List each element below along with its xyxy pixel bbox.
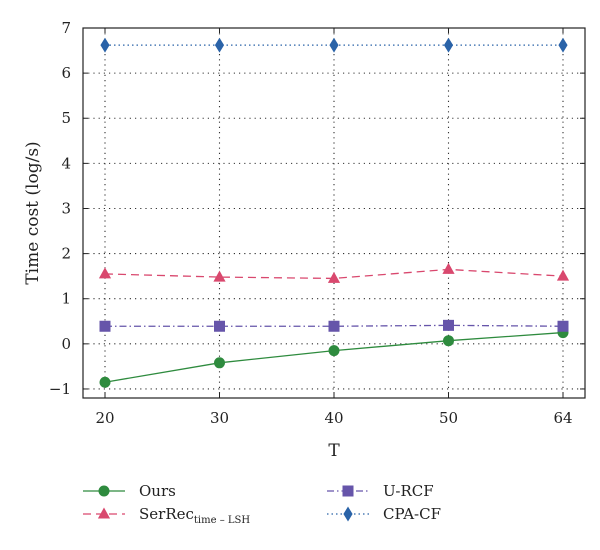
series-serrec: [98, 262, 570, 283]
data-point: [442, 262, 455, 274]
legend-marker: [343, 506, 353, 522]
data-point: [558, 37, 568, 53]
y-tick-label: −1: [49, 380, 71, 398]
data-point: [556, 269, 570, 281]
grid: [83, 27, 585, 398]
y-tick-label: 0: [61, 335, 71, 353]
legend-item: U-RCF: [327, 482, 434, 500]
data-point: [99, 376, 111, 388]
data-point: [328, 345, 340, 357]
x-tick-label: 64: [553, 409, 572, 427]
data-point: [443, 37, 454, 53]
legend-label: Ours: [139, 482, 176, 500]
data-point: [328, 320, 340, 332]
data-point: [214, 357, 225, 369]
legend-item: CPA-CF: [327, 505, 441, 523]
data-point: [99, 320, 111, 332]
legend-label: U-RCF: [383, 482, 434, 500]
x-tick-label: 50: [439, 409, 458, 427]
series-cpa-cf: [100, 37, 568, 53]
x-tick-label: 20: [95, 409, 114, 427]
y-tick-label: 2: [61, 245, 71, 263]
y-tick-label: 3: [61, 199, 71, 217]
y-tick-label: 1: [61, 290, 71, 308]
data-point: [98, 267, 112, 279]
legend-marker: [97, 507, 111, 519]
legend-item: SerRectime – LSH: [83, 505, 250, 526]
x-axis-label: T: [328, 441, 340, 461]
legend-marker: [342, 485, 354, 497]
data-point: [214, 37, 225, 53]
y-tick-label: 4: [61, 154, 71, 172]
legend: Ours SerRectime – LSH U-RCF CPA-CF: [83, 482, 441, 526]
plot-frame: [82, 27, 586, 399]
x-tick-label: 30: [210, 409, 229, 427]
series-line: [104, 268, 564, 280]
data-point: [213, 270, 226, 282]
series-group: [98, 37, 570, 388]
data-point: [443, 319, 454, 331]
data-point: [327, 271, 341, 283]
data-point: [214, 320, 225, 332]
series-ours: [99, 327, 569, 388]
y-axis-label: Time cost (log/s): [23, 141, 43, 284]
legend-marker: [98, 485, 110, 497]
data-point: [329, 37, 339, 53]
y-tick-label: 6: [61, 64, 71, 82]
legend-item: Ours: [83, 482, 176, 500]
data-point: [443, 335, 454, 347]
data-point: [557, 320, 569, 332]
y-tick-label: 7: [61, 19, 71, 37]
series-u-rcf: [99, 319, 569, 332]
legend-label: SerRectime – LSH: [139, 505, 250, 526]
x-tick-label: 40: [324, 409, 343, 427]
axes: −1 0 1 2 3 4 5 6 7 20 30 40 50 64: [49, 19, 586, 427]
y-tick-label: 5: [61, 109, 71, 127]
legend-label: CPA-CF: [383, 505, 441, 523]
data-point: [100, 37, 110, 53]
